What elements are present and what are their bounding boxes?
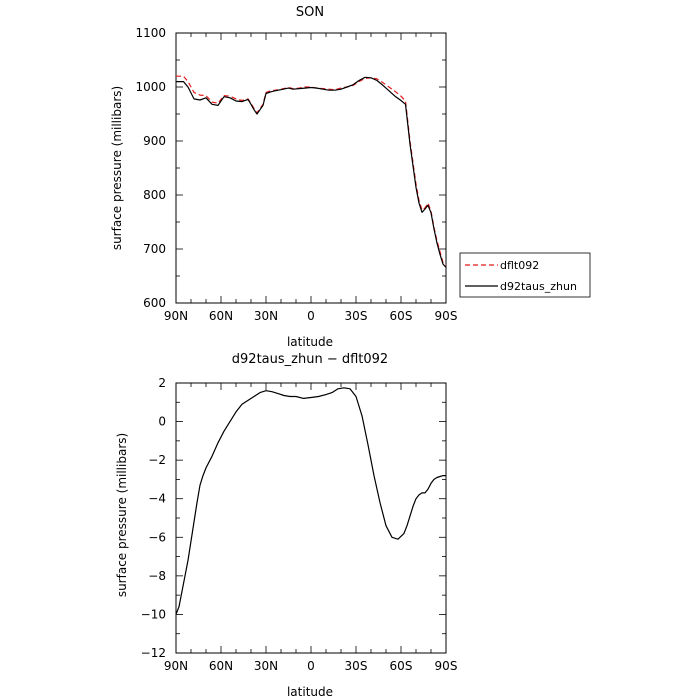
legend-label-dflt092: dflt092 bbox=[500, 259, 539, 272]
x-tick-label: 90N bbox=[164, 659, 188, 673]
chart-title: SON bbox=[296, 5, 324, 20]
top-panel: SON surface pressure (millibars) latitud… bbox=[110, 5, 591, 349]
x-axis-label: latitude bbox=[287, 335, 333, 349]
series-line-series-0 bbox=[175, 387, 446, 615]
x-tick-label: 60S bbox=[390, 659, 413, 673]
y-tick-label: 700 bbox=[143, 242, 166, 256]
x-tick-label: 90N bbox=[164, 309, 188, 323]
y-tick-label: 2 bbox=[158, 376, 166, 390]
plot-frame bbox=[175, 32, 447, 304]
x-tick-label: 0 bbox=[307, 659, 315, 673]
x-tick-label: 60S bbox=[390, 309, 413, 323]
chart-title: d92taus_zhun − dflt092 bbox=[232, 352, 388, 367]
x-tick-label: 30S bbox=[345, 659, 368, 673]
y-tick-label: 1000 bbox=[135, 80, 166, 94]
y-axis-label: surface pressure (millibars) bbox=[115, 433, 129, 597]
x-tick-label: 0 bbox=[307, 309, 315, 323]
legend-label-d92taus_zhun: d92taus_zhun bbox=[500, 280, 577, 293]
y-tick-label: 0 bbox=[158, 415, 166, 429]
bottom-panel: d92taus_zhun − dflt092 surface pressure … bbox=[115, 352, 457, 699]
x-tick-label: 60N bbox=[209, 309, 233, 323]
y-tick-label: −8 bbox=[148, 569, 166, 583]
legend: dflt092 d92taus_zhun bbox=[459, 252, 591, 298]
plot-frame bbox=[175, 382, 447, 654]
x-tick-label: 30S bbox=[345, 309, 368, 323]
y-tick-label: 900 bbox=[143, 134, 166, 148]
x-tick-label: 90S bbox=[435, 309, 458, 323]
x-tick-label: 30N bbox=[254, 659, 278, 673]
y-tick-label: −6 bbox=[148, 530, 166, 544]
y-tick-label: −2 bbox=[148, 453, 166, 467]
y-tick-label: 800 bbox=[143, 188, 166, 202]
x-tick-label: 30N bbox=[254, 309, 278, 323]
legend-box bbox=[459, 252, 591, 298]
series-line-d92taus_zhun bbox=[176, 76, 447, 268]
y-tick-label: −12 bbox=[141, 646, 166, 660]
y-tick-label: 1100 bbox=[135, 26, 166, 40]
x-tick-label: 60N bbox=[209, 659, 233, 673]
y-axis-label: surface pressure (millibars) bbox=[110, 86, 124, 250]
x-tick-label: 90S bbox=[435, 659, 458, 673]
y-tick-label: −10 bbox=[141, 607, 166, 621]
y-tick-label: 600 bbox=[143, 296, 166, 310]
x-axis-label: latitude bbox=[287, 685, 333, 699]
y-tick-label: −4 bbox=[148, 492, 166, 506]
